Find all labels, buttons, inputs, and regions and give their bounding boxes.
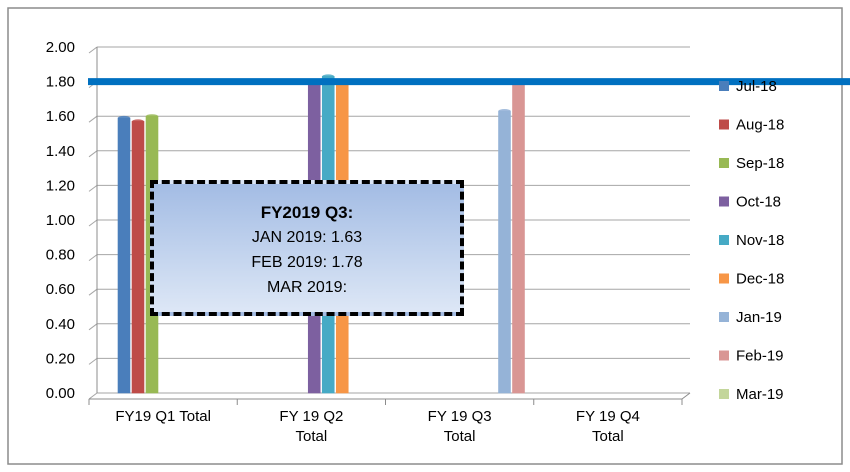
bar-cap [118,115,130,120]
legend-swatch [719,273,729,284]
legend-swatch [719,158,729,168]
grid-depth [88,357,98,365]
bar [131,121,145,394]
legend-label: Oct-18 [736,193,781,210]
y-tick-label: 0.40 [46,316,75,333]
y-tick-label: 1.00 [46,212,75,229]
legend-label: Feb-19 [736,347,784,364]
bar [512,84,525,394]
legend-swatch [719,196,729,207]
y-tick-label: 0.60 [46,281,75,298]
grid-depth [88,392,98,400]
bar-cap [132,119,144,124]
grid-depth [88,115,98,123]
y-tick-label: 1.40 [46,143,75,160]
legend-label: Mar-19 [736,386,784,403]
bar [117,117,131,394]
legend-swatch [719,81,729,91]
legend-swatch [719,389,729,399]
x-tick-label: FY 19 Q4 Total [575,408,640,445]
legend-swatch [719,235,729,245]
y-tick-label: 0.20 [46,350,75,367]
annotation-line: FEB 2019: 1.78 [251,254,363,271]
grid-depth [88,46,98,54]
legend-label: Jan-19 [736,309,782,326]
legend-label: Nov-18 [736,232,784,249]
bar-cap [146,114,158,119]
floor-right [681,392,691,400]
grid-depth [88,150,98,158]
y-tick-label: 1.80 [46,74,75,91]
y-tick-label: 0.80 [46,247,75,264]
y-tick-label: 2.00 [46,39,75,56]
x-tick-label: FY 19 Q2 Total [279,408,344,445]
bar-cap [498,109,511,114]
annotation-line: JAN 2019: 1.63 [251,229,363,246]
legend-swatch [719,350,729,361]
legend-label: Sep-18 [736,155,784,172]
grid-depth [88,254,98,262]
x-tick-label: FY19 Q1 Total [115,408,211,425]
annotation-title: FY2019 Q3: [260,203,354,222]
x-tick-label: FY 19 Q3 Total [427,408,492,445]
legend-label: Jul-18 [736,78,777,95]
grid-depth [88,219,98,227]
legend-label: Aug-18 [736,116,784,133]
grid-depth [88,323,98,331]
annotation-line: MAR 2019: [266,279,348,296]
grid-depth [88,184,98,192]
annotation-box: FY2019 Q3: JAN 2019: 1.63 FEB 2019: 1.78… [150,180,464,316]
bar-cap [322,74,335,79]
y-tick-label: 1.20 [46,177,75,194]
y-tick-label: 0.00 [46,385,75,402]
y-tick-label: 1.60 [46,108,75,125]
legend-swatch [719,119,729,130]
legend-label: Dec-18 [736,270,784,287]
bar [498,110,511,394]
legend-swatch [719,312,729,322]
grid-depth [88,288,98,296]
